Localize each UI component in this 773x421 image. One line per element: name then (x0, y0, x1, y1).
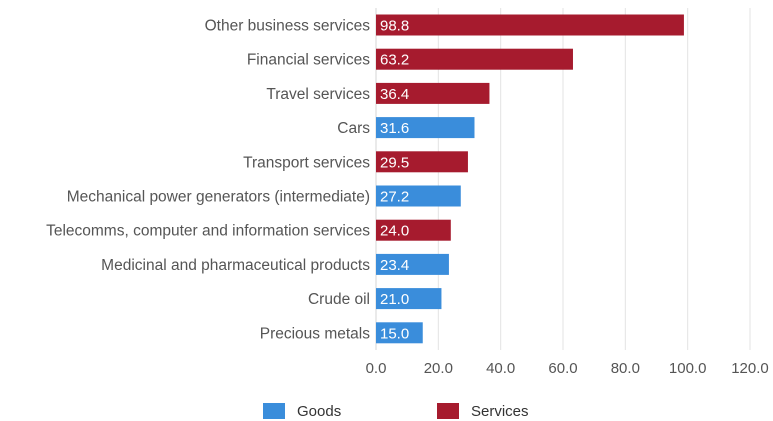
bar-value-label: 98.8 (380, 18, 409, 35)
bar (376, 48, 573, 70)
bar (376, 253, 449, 275)
category-label: Mechanical power generators (intermediat… (67, 189, 370, 206)
x-tick-label: 60.0 (548, 360, 577, 377)
bar-value-label: 27.2 (380, 189, 409, 206)
x-tick-label: 120.0 (731, 360, 769, 377)
bar-value-label: 15.0 (380, 325, 409, 342)
x-tick-label: 20.0 (424, 360, 453, 377)
bar (376, 117, 475, 139)
bar (376, 322, 423, 344)
legend-swatch (437, 403, 459, 419)
category-label: Cars (337, 120, 370, 137)
x-tick-label: 80.0 (611, 360, 640, 377)
bar-value-label: 36.4 (380, 86, 409, 103)
bar (376, 288, 442, 310)
legend-label: Goods (297, 403, 341, 420)
category-label: Crude oil (308, 291, 370, 308)
x-tick-label: 100.0 (669, 360, 707, 377)
category-label: Financial services (247, 52, 370, 69)
bar-value-label: 23.4 (380, 257, 409, 274)
bar (376, 219, 451, 241)
category-label: Other business services (205, 18, 371, 35)
bar-value-label: 21.0 (380, 291, 409, 308)
category-label: Precious metals (260, 325, 371, 342)
category-label: Transport services (243, 154, 370, 171)
bar (376, 14, 684, 36)
bar (376, 185, 461, 207)
bar-value-label: 24.0 (380, 223, 409, 240)
bar (376, 82, 490, 104)
category-label: Telecomms, computer and information serv… (46, 223, 370, 240)
category-labels: Other business services Financial service… (46, 18, 370, 343)
bar-value-label: 63.2 (380, 52, 409, 69)
category-label: Travel services (266, 86, 370, 103)
bar-value-label: 31.6 (380, 120, 409, 137)
legend: Goods Services (263, 403, 529, 420)
category-label: Medicinal and pharmaceutical products (101, 257, 370, 274)
legend-swatch (263, 403, 285, 419)
bar (376, 151, 468, 173)
x-tick-label: 0.0 (366, 360, 387, 377)
x-tick-label: 40.0 (486, 360, 515, 377)
bars: 98.8 63.2 36.4 31.6 29.5 27.2 24.0 23.4 21.0 15.0 (376, 14, 684, 344)
legend-label: Services (471, 403, 529, 420)
bar-value-label: 29.5 (380, 154, 409, 171)
x-axis-ticks: 0.0 20.0 40.0 60.0 80.0 100.0 120.0 (366, 360, 769, 377)
